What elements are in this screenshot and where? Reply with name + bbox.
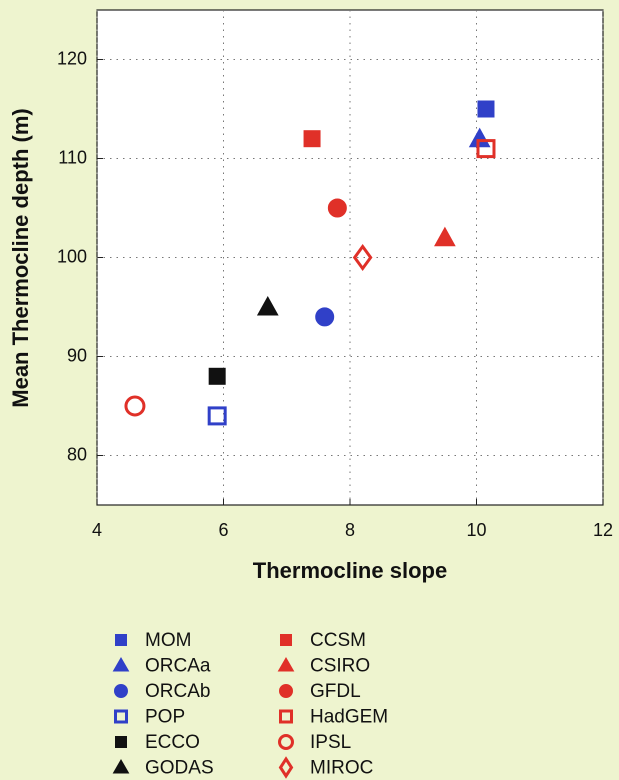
x-tick-label: 10 bbox=[466, 520, 486, 540]
point bbox=[208, 367, 226, 385]
legend-label: CCSM bbox=[310, 630, 366, 651]
x-tick-label: 8 bbox=[345, 520, 355, 540]
legend-marker bbox=[112, 656, 130, 672]
y-tick-label: 90 bbox=[67, 345, 87, 365]
legend-label: MIROC bbox=[310, 758, 373, 779]
legend-marker bbox=[112, 758, 130, 774]
legend-label: CSIRO bbox=[310, 656, 370, 677]
legend-marker bbox=[280, 634, 292, 646]
point bbox=[352, 243, 373, 272]
legend-marker bbox=[279, 709, 293, 724]
legend-label: ORCAb bbox=[145, 681, 210, 702]
y-axis-label: Mean Thermocline depth (m) bbox=[8, 108, 33, 407]
legend-label: IPSL bbox=[310, 732, 351, 753]
legend-label: GODAS bbox=[145, 758, 214, 779]
y-tick-label: 110 bbox=[58, 147, 87, 167]
legend-label: MOM bbox=[145, 630, 191, 651]
legend-label: POP bbox=[145, 707, 185, 728]
legend-marker bbox=[279, 684, 293, 698]
legend-marker bbox=[114, 684, 128, 698]
legend-label: ORCAa bbox=[145, 656, 211, 677]
legend-marker bbox=[278, 756, 294, 779]
x-axis-label: Thermocline slope bbox=[253, 558, 447, 583]
point bbox=[327, 198, 347, 218]
point bbox=[315, 307, 335, 327]
legend-marker bbox=[115, 736, 127, 748]
legend-label: GFDL bbox=[310, 681, 361, 702]
point bbox=[124, 395, 146, 417]
legend-label: ECCO bbox=[145, 732, 200, 753]
y-tick-label: 120 bbox=[57, 48, 87, 68]
x-tick-label: 12 bbox=[593, 520, 613, 540]
point bbox=[434, 226, 456, 247]
legend-marker bbox=[115, 634, 127, 646]
x-tick-label: 6 bbox=[218, 520, 228, 540]
point bbox=[477, 100, 495, 118]
x-tick-label: 4 bbox=[92, 520, 102, 540]
legend-marker bbox=[277, 656, 295, 672]
legend-label: HadGEM bbox=[310, 707, 388, 728]
point bbox=[303, 130, 321, 148]
legend-marker bbox=[278, 734, 294, 750]
y-tick-label: 100 bbox=[57, 246, 87, 266]
y-tick-label: 80 bbox=[67, 444, 87, 464]
point bbox=[207, 406, 227, 426]
point bbox=[476, 139, 496, 159]
point bbox=[256, 295, 279, 316]
point bbox=[468, 127, 491, 148]
legend-marker bbox=[114, 709, 128, 724]
